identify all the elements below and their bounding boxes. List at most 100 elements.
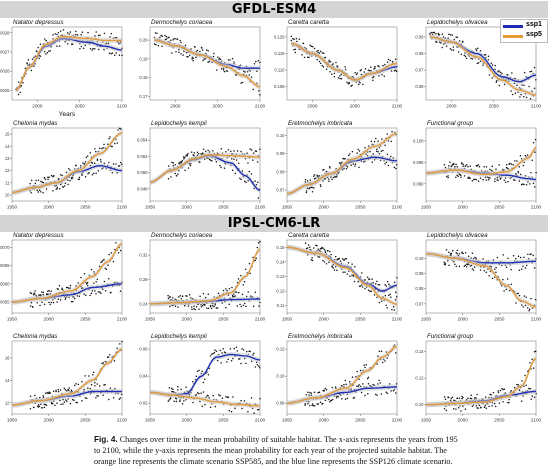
data-point (200, 392, 202, 394)
data-point (78, 295, 81, 297)
data-point (532, 182, 535, 185)
data-point (356, 152, 358, 154)
data-point (455, 36, 457, 38)
y-tick-label: 0.14 (276, 259, 285, 264)
data-point (231, 286, 233, 289)
data-point (252, 159, 254, 161)
data-point (333, 72, 336, 75)
data-point (317, 49, 319, 52)
data-point (309, 179, 312, 181)
confidence-band (12, 346, 122, 408)
x-tick-label: 2100 (392, 418, 403, 423)
data-point (369, 150, 371, 153)
data-point (304, 404, 306, 406)
data-point (323, 168, 325, 171)
data-point (110, 53, 112, 55)
data-point (80, 33, 82, 36)
legend-label-ssp5: ssp5 (526, 31, 542, 38)
x-tick-label: 1950 (421, 317, 432, 322)
data-point (367, 392, 369, 395)
data-point (42, 396, 45, 398)
data-point (196, 154, 199, 156)
data-point (395, 70, 398, 73)
data-point (463, 54, 466, 57)
x-axis-label: Years (59, 111, 76, 118)
data-point (114, 54, 116, 56)
data-point (376, 394, 378, 396)
data-point (119, 290, 122, 292)
data-point (313, 177, 316, 180)
data-point (111, 52, 114, 54)
data-point (503, 83, 506, 86)
data-point (168, 399, 171, 401)
data-point (119, 343, 121, 345)
data-point (482, 178, 484, 181)
data-point (116, 142, 119, 144)
data-point (54, 33, 57, 35)
data-point (68, 389, 70, 392)
x-tick-label: 2050 (355, 205, 366, 210)
data-point (241, 293, 244, 295)
data-point (63, 387, 66, 390)
data-point (227, 148, 230, 151)
data-point (212, 394, 214, 397)
data-point (52, 390, 55, 392)
data-point (302, 42, 304, 45)
data-point (459, 174, 461, 176)
data-point (295, 37, 298, 40)
data-point (444, 166, 447, 169)
data-point (497, 70, 499, 73)
data-point (525, 384, 527, 386)
data-point (112, 163, 115, 165)
data-point (40, 294, 42, 296)
data-point (494, 180, 496, 183)
data-point (354, 266, 356, 268)
x-tick-label: 1950 (145, 205, 156, 210)
series-line-ssp585 (149, 391, 261, 407)
data-point (321, 64, 323, 67)
data-point (219, 349, 221, 351)
x-tick-label: 2050 (355, 418, 366, 423)
data-point (228, 409, 231, 412)
data-point (69, 284, 72, 287)
data-point (323, 389, 325, 392)
data-point (242, 284, 244, 286)
data-point (66, 390, 68, 392)
series-line-ssp585 (154, 39, 261, 88)
data-point (476, 407, 478, 409)
data-point (244, 71, 246, 73)
data-point (206, 307, 208, 309)
data-point (200, 304, 202, 306)
data-point (512, 93, 514, 96)
data-point (290, 39, 293, 42)
data-point (169, 398, 172, 400)
data-point (47, 293, 49, 295)
data-point (324, 178, 327, 180)
data-point (386, 61, 389, 63)
data-point (243, 400, 246, 402)
x-tick-label: 1950 (145, 317, 156, 322)
data-point (345, 168, 348, 170)
data-point (529, 361, 531, 364)
data-point (222, 289, 225, 292)
data-point (218, 57, 221, 60)
data-point (171, 52, 173, 54)
data-point (377, 355, 379, 357)
data-point (70, 389, 73, 391)
data-point (104, 289, 107, 292)
data-point (533, 87, 536, 89)
y-tick-label: 0.15 (276, 245, 285, 250)
y-tick-label: 0.07 (415, 68, 424, 73)
data-point (63, 185, 66, 187)
y-tick-label: 0.32 (139, 253, 148, 258)
data-point (477, 164, 480, 166)
data-point (510, 90, 512, 92)
data-point (207, 50, 209, 52)
data-point (57, 388, 60, 391)
data-point (307, 391, 309, 394)
data-point (382, 149, 384, 152)
data-point (70, 300, 73, 303)
data-point (161, 35, 164, 37)
data-point (308, 56, 310, 59)
confidence-band (150, 152, 260, 185)
